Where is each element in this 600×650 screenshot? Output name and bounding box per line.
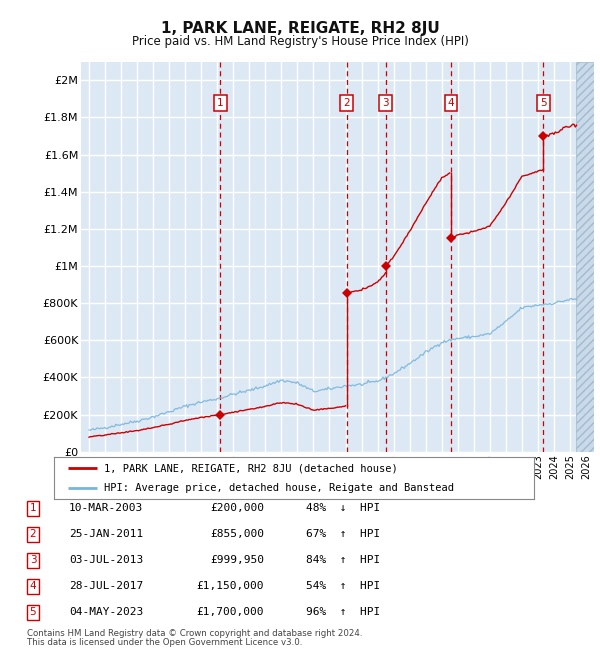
Text: £999,950: £999,950 — [210, 555, 264, 566]
Text: 2: 2 — [29, 529, 37, 539]
Text: 3: 3 — [382, 98, 389, 108]
Text: 5: 5 — [29, 607, 37, 618]
Text: £200,000: £200,000 — [210, 503, 264, 514]
Text: 28-JUL-2017: 28-JUL-2017 — [69, 581, 143, 592]
Text: 96%  ↑  HPI: 96% ↑ HPI — [306, 607, 380, 618]
Text: 54%  ↑  HPI: 54% ↑ HPI — [306, 581, 380, 592]
Text: Contains HM Land Registry data © Crown copyright and database right 2024.: Contains HM Land Registry data © Crown c… — [27, 629, 362, 638]
Text: 84%  ↑  HPI: 84% ↑ HPI — [306, 555, 380, 566]
Text: £855,000: £855,000 — [210, 529, 264, 539]
Text: 3: 3 — [29, 555, 37, 566]
Text: This data is licensed under the Open Government Licence v3.0.: This data is licensed under the Open Gov… — [27, 638, 302, 647]
Text: 48%  ↓  HPI: 48% ↓ HPI — [306, 503, 380, 514]
Text: 25-JAN-2011: 25-JAN-2011 — [69, 529, 143, 539]
Text: 4: 4 — [448, 98, 454, 108]
Text: 4: 4 — [29, 581, 37, 592]
Text: 1: 1 — [29, 503, 37, 514]
Text: Price paid vs. HM Land Registry's House Price Index (HPI): Price paid vs. HM Land Registry's House … — [131, 35, 469, 48]
Text: 5: 5 — [540, 98, 547, 108]
Text: 1: 1 — [217, 98, 224, 108]
Text: 03-JUL-2013: 03-JUL-2013 — [69, 555, 143, 566]
Text: 1, PARK LANE, REIGATE, RH2 8JU (detached house): 1, PARK LANE, REIGATE, RH2 8JU (detached… — [104, 463, 398, 473]
Text: 04-MAY-2023: 04-MAY-2023 — [69, 607, 143, 618]
Text: HPI: Average price, detached house, Reigate and Banstead: HPI: Average price, detached house, Reig… — [104, 483, 454, 493]
Text: 2: 2 — [343, 98, 350, 108]
Text: £1,150,000: £1,150,000 — [197, 581, 264, 592]
Text: 67%  ↑  HPI: 67% ↑ HPI — [306, 529, 380, 539]
Bar — [577, 62, 596, 452]
Text: 10-MAR-2003: 10-MAR-2003 — [69, 503, 143, 514]
Text: 1, PARK LANE, REIGATE, RH2 8JU: 1, PARK LANE, REIGATE, RH2 8JU — [161, 21, 439, 36]
Text: £1,700,000: £1,700,000 — [197, 607, 264, 618]
